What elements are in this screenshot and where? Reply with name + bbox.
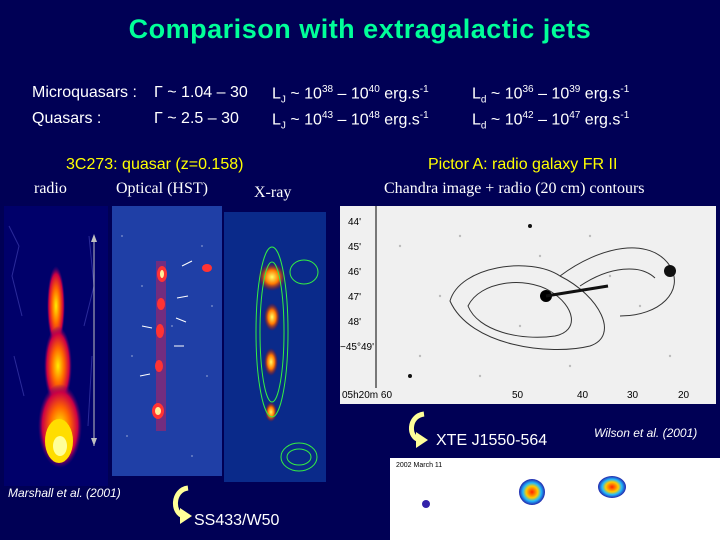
ra-tick-label: 50 — [512, 390, 524, 401]
pictor-a-graphic — [340, 206, 716, 404]
quasars-jet-power: LJ ~ 1043 – 1048 erg.s-1 — [272, 110, 429, 132]
microquasars-disk-power: Ld ~ 1036 – 1039 erg.s-1 — [472, 84, 630, 106]
optical-jet-graphic — [121, 235, 213, 457]
declination-axis-labels: 44' 45' 46' 47' 48' −45°49' — [340, 210, 374, 360]
dec-tick-label: −45°49' — [340, 342, 374, 353]
xte-blobs-graphic — [422, 476, 626, 508]
ra-tick-label: 40 — [577, 390, 589, 401]
pictor-a-image: 44' 45' 46' 47' 48' −45°49' — [340, 206, 716, 404]
quasars-disk-power: Ld ~ 1042 – 1047 erg.s-1 — [472, 110, 630, 132]
marshall-credit: Marshall et al. (2001) — [8, 486, 121, 500]
pictor-a-heading: Pictor A: radio galaxy FR II — [428, 156, 618, 173]
xray-image — [224, 212, 326, 482]
dec-tick-label: 46' — [348, 267, 362, 278]
radio-caption: radio — [34, 180, 67, 197]
slide-title: Comparison with extragalactic jets — [128, 14, 592, 44]
xte-curved-arrow-icon — [409, 411, 428, 448]
chandra-subheading: Chandra image + radio (20 cm) contours — [384, 180, 645, 197]
dec-tick-label: 45' — [348, 242, 362, 253]
ss433-curved-arrow-icon — [173, 485, 192, 524]
ra-tick-label: 05h20m 60 — [342, 390, 393, 401]
ra-tick-label: 30 — [627, 390, 639, 401]
microquasars-gamma: Γ ~ 1.04 – 30 — [154, 84, 248, 101]
microquasars-row: Microquasars : Γ ~ 1.04 – 30 LJ ~ 1038 –… — [32, 84, 720, 106]
quasars-label: Quasars : — [32, 110, 102, 127]
quasars-gamma: Γ ~ 2.5 – 30 — [154, 110, 239, 127]
optical-hst-image — [112, 206, 222, 476]
quasars-row: Quasars : Γ ~ 2.5 – 30 LJ ~ 1043 – 1048 … — [32, 110, 720, 132]
dec-tick-label: 47' — [348, 292, 362, 303]
ra-tick-label: 20 — [678, 390, 690, 401]
quasar-3c273-heading: 3C273: quasar (z=0.158) — [66, 156, 244, 173]
xray-jet-graphic — [255, 246, 319, 472]
radio-image — [4, 206, 108, 486]
xray-caption: X-ray — [254, 184, 292, 201]
dec-tick-label: 48' — [348, 317, 362, 328]
dec-tick-label: 44' — [348, 217, 362, 228]
xte-label: XTE J1550-564 — [436, 432, 548, 449]
ss433-label: SS433/W50 — [194, 512, 280, 529]
microquasars-label: Microquasars : — [32, 84, 137, 101]
xte-inset-title: 2002 March 11 — [396, 462, 443, 469]
xte-inset-image: 2002 March 11 — [390, 458, 720, 540]
optical-caption: Optical (HST) — [116, 180, 208, 197]
radio-jet-graphic — [8, 225, 97, 468]
wilson-credit: Wilson et al. (2001) — [594, 426, 698, 440]
microquasars-jet-power: LJ ~ 1038 – 1040 erg.s-1 — [272, 84, 429, 106]
right-ascension-axis-labels: 05h20m 60 50 40 30 20 — [342, 388, 716, 404]
